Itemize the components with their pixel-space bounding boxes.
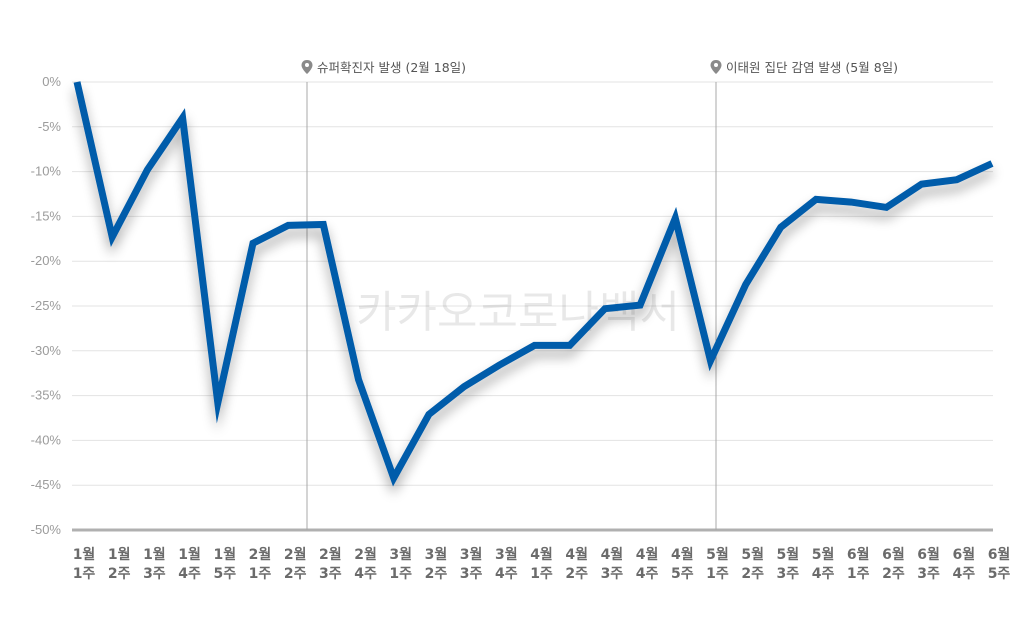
x-tick-month: 2월 bbox=[284, 546, 307, 563]
x-tick-month: 3월 bbox=[495, 546, 518, 563]
y-tick-label: -10% bbox=[31, 164, 62, 179]
event-annotation-label: 슈퍼확진자 발생 (2월 18일) bbox=[317, 60, 466, 75]
y-tick-label: -20% bbox=[31, 253, 62, 268]
x-tick-week: 1주 bbox=[249, 566, 272, 582]
x-tick-week: 2주 bbox=[284, 566, 307, 582]
x-tick-week: 3주 bbox=[143, 566, 166, 582]
map-pin-icon bbox=[301, 60, 313, 74]
x-tick-month: 3월 bbox=[425, 546, 448, 563]
x-tick-month: 6월 bbox=[847, 546, 870, 563]
x-tick-week: 3주 bbox=[601, 566, 624, 582]
x-tick-month: 4월 bbox=[601, 546, 624, 563]
y-tick-label: -30% bbox=[31, 343, 62, 358]
y-tick-label: -45% bbox=[31, 477, 62, 492]
x-tick-week: 3주 bbox=[777, 566, 800, 582]
x-tick-week: 5주 bbox=[213, 566, 236, 582]
x-tick-month: 4월 bbox=[636, 546, 659, 563]
x-tick-week: 1주 bbox=[847, 566, 870, 582]
x-tick-week: 1주 bbox=[389, 566, 412, 582]
x-tick-month: 1월 bbox=[178, 546, 201, 563]
x-tick-month: 5월 bbox=[706, 546, 729, 563]
x-tick-week: 4주 bbox=[636, 566, 659, 582]
x-tick-month: 6월 bbox=[952, 546, 975, 563]
x-tick-week: 1주 bbox=[73, 566, 96, 582]
x-tick-week: 4주 bbox=[495, 566, 518, 582]
x-tick-week: 4주 bbox=[354, 566, 377, 582]
map-pin-icon bbox=[710, 60, 722, 74]
x-tick-month: 5월 bbox=[741, 546, 764, 563]
y-tick-label: -15% bbox=[31, 208, 62, 223]
x-tick-month: 6월 bbox=[988, 546, 1011, 563]
x-tick-month: 2월 bbox=[354, 546, 377, 563]
x-tick-week: 2주 bbox=[425, 566, 448, 582]
x-tick-week: 5주 bbox=[671, 566, 694, 582]
x-tick-week: 3주 bbox=[319, 566, 342, 582]
x-tick-week: 2주 bbox=[741, 566, 764, 582]
x-tick-month: 4월 bbox=[530, 546, 553, 563]
watermark: 카카오코로나백서 bbox=[356, 287, 680, 338]
x-tick-week: 1주 bbox=[530, 566, 553, 582]
y-tick-label: -35% bbox=[31, 388, 62, 403]
x-tick-week: 3주 bbox=[460, 566, 483, 582]
y-axis: 0% -5% -10% -15% -20% -25% -30% -35% -40% -45% -50… bbox=[31, 74, 62, 537]
event-annotation-label: 이태원 집단 감염 발생 (5월 8일) bbox=[726, 60, 898, 75]
data-series bbox=[73, 81, 994, 487]
x-tick-month: 2월 bbox=[319, 546, 342, 563]
series-line bbox=[73, 81, 994, 487]
x-tick-month: 1월 bbox=[73, 546, 96, 563]
x-tick-week: 1주 bbox=[706, 566, 729, 582]
x-tick-week: 4주 bbox=[178, 566, 201, 582]
x-tick-month: 1월 bbox=[108, 546, 131, 563]
x-tick-week: 5주 bbox=[988, 566, 1011, 582]
y-tick-label: -25% bbox=[31, 298, 62, 313]
x-tick-month: 2월 bbox=[249, 546, 272, 563]
x-tick-week: 4주 bbox=[952, 566, 975, 582]
x-tick-month: 1월 bbox=[213, 546, 236, 563]
x-tick-month: 4월 bbox=[565, 546, 588, 563]
x-tick-month: 4월 bbox=[671, 546, 694, 563]
y-tick-label: -5% bbox=[38, 119, 62, 134]
x-tick-month: 5월 bbox=[812, 546, 835, 563]
y-tick-label: -50% bbox=[31, 522, 62, 537]
x-tick-month: 6월 bbox=[882, 546, 905, 563]
x-tick-month: 3월 bbox=[389, 546, 412, 563]
x-tick-week: 2주 bbox=[565, 566, 588, 582]
x-tick-month: 6월 bbox=[917, 546, 940, 563]
x-tick-month: 5월 bbox=[777, 546, 800, 563]
gridlines bbox=[72, 81, 993, 532]
y-tick-label: -40% bbox=[31, 432, 62, 447]
event-annotations: 슈퍼확진자 발생 (2월 18일) 이태원 집단 감염 발생 (5월 8일) bbox=[301, 60, 898, 530]
x-tick-week: 2주 bbox=[882, 566, 905, 582]
x-axis: 1월 1주 1월 2주 1월 3주 1월 4주 1월 5주 2월 1주 2월 2주 2월 3주 2월 4주 3월 1주… bbox=[73, 546, 1011, 582]
x-tick-month: 1월 bbox=[143, 546, 166, 563]
x-tick-week: 3주 bbox=[917, 566, 940, 582]
x-tick-week: 2주 bbox=[108, 566, 131, 582]
y-tick-label: 0% bbox=[42, 74, 61, 89]
x-tick-month: 3월 bbox=[460, 546, 483, 563]
x-tick-week: 4주 bbox=[812, 566, 835, 582]
